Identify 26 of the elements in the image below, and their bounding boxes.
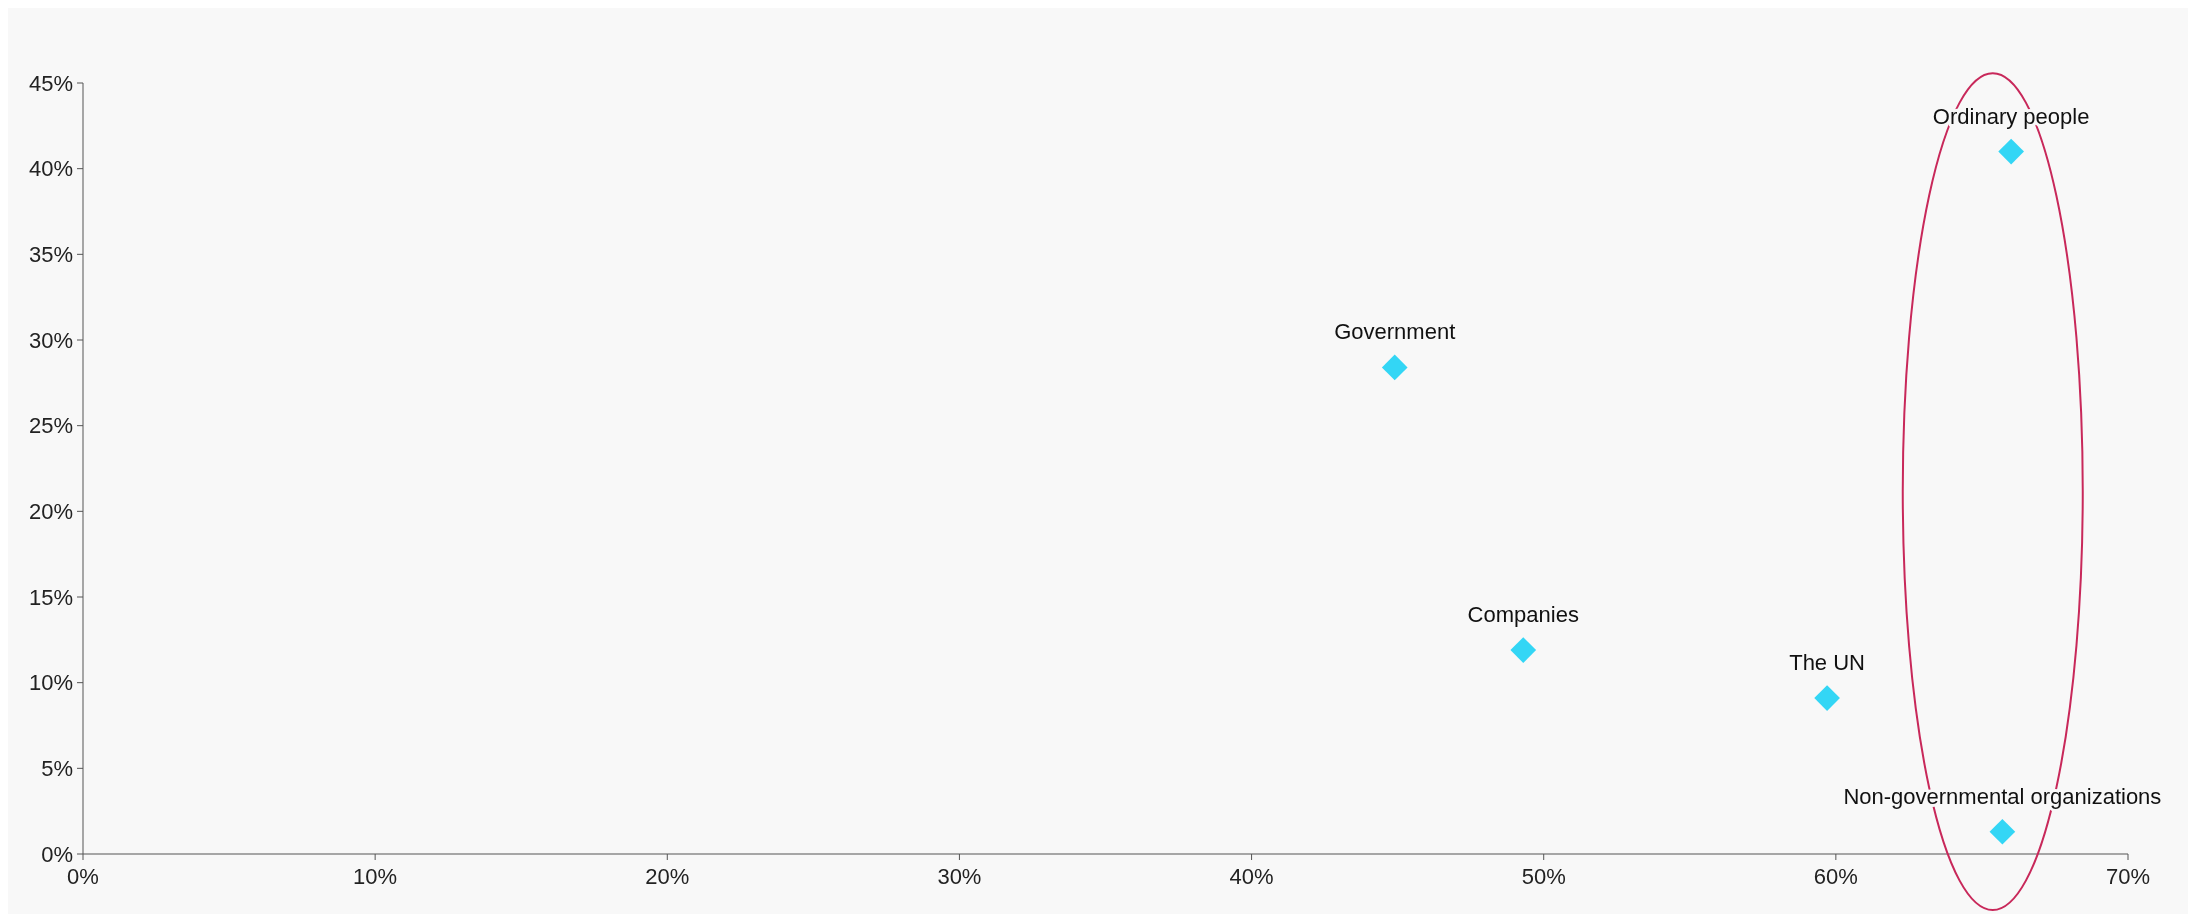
y-tick-label: 10%: [28, 670, 73, 696]
y-tick-label: 25%: [28, 413, 73, 439]
point: [1989, 818, 2016, 845]
point: [1814, 685, 1840, 711]
annotation: Companies: [1467, 602, 1579, 628]
y-tick-label: 15%: [28, 584, 73, 610]
y-tick-label: 35%: [28, 242, 73, 268]
y-tick-label: 0%: [41, 841, 73, 867]
y-tick-label: 5%: [41, 756, 73, 782]
point: [1381, 354, 1408, 381]
x-tick-label: 20%: [645, 864, 690, 889]
point: [1998, 138, 2024, 165]
y-tick-label: 45%: [28, 70, 73, 96]
x-tick-label: 40%: [1229, 864, 1274, 889]
annotation: Government: [1334, 319, 1456, 345]
y-tick-label: 40%: [28, 156, 73, 182]
x-tick-label: 50%: [1521, 864, 1566, 889]
x-tick-label: 0%: [67, 864, 99, 889]
x-tick-label: 60%: [1813, 864, 1858, 889]
x-tick-label: 30%: [937, 864, 982, 889]
point: [1510, 637, 1537, 663]
x-tick-label: 70%: [2105, 864, 2151, 889]
y-tick-label: 30%: [28, 327, 73, 353]
y-tick-label: 20%: [28, 499, 73, 525]
x-tick-label: 10%: [353, 864, 398, 889]
annotation: The UN: [1789, 650, 1865, 676]
